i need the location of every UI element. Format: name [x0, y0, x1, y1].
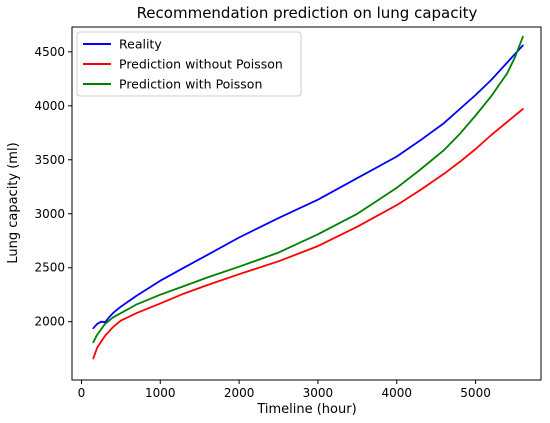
- x-tick-label: 4000: [381, 386, 412, 400]
- y-axis-label: Lung capacity (ml): [6, 142, 21, 263]
- legend-box: [76, 31, 302, 97]
- x-tick-label: 0: [78, 386, 86, 400]
- chart-title: Recommendation prediction on lung capaci…: [137, 4, 478, 22]
- y-tick-label: 3000: [34, 207, 65, 221]
- y-tick-label: 3500: [34, 153, 65, 167]
- plot-frame: [71, 26, 542, 381]
- series-line-2: [92, 35, 524, 344]
- series-line-0: [92, 44, 524, 330]
- legend-label-1: Prediction without Poisson: [119, 57, 283, 72]
- x-tick-label: 3000: [303, 386, 334, 400]
- x-tick-label: 1000: [145, 386, 176, 400]
- legend: Reality Prediction without Poisson Predict…: [76, 31, 302, 97]
- series-line-1: [92, 108, 524, 360]
- x-axis-label: Timeline (hour): [256, 402, 356, 417]
- y-tick-label: 4500: [34, 45, 65, 59]
- series-lines: [92, 35, 524, 360]
- y-tick-label: 2000: [34, 315, 65, 329]
- x-tick-label: 2000: [224, 386, 255, 400]
- x-tick-label: 5000: [460, 386, 491, 400]
- axis-ticks: 0 1000 2000 3000 4000 5000 2000 2500 3000 3500 400…: [34, 45, 490, 400]
- legend-label-0: Reality: [119, 37, 162, 52]
- legend-label-2: Prediction with Poisson: [119, 77, 262, 92]
- y-tick-label: 2500: [34, 261, 65, 275]
- y-tick-label: 4000: [34, 99, 65, 113]
